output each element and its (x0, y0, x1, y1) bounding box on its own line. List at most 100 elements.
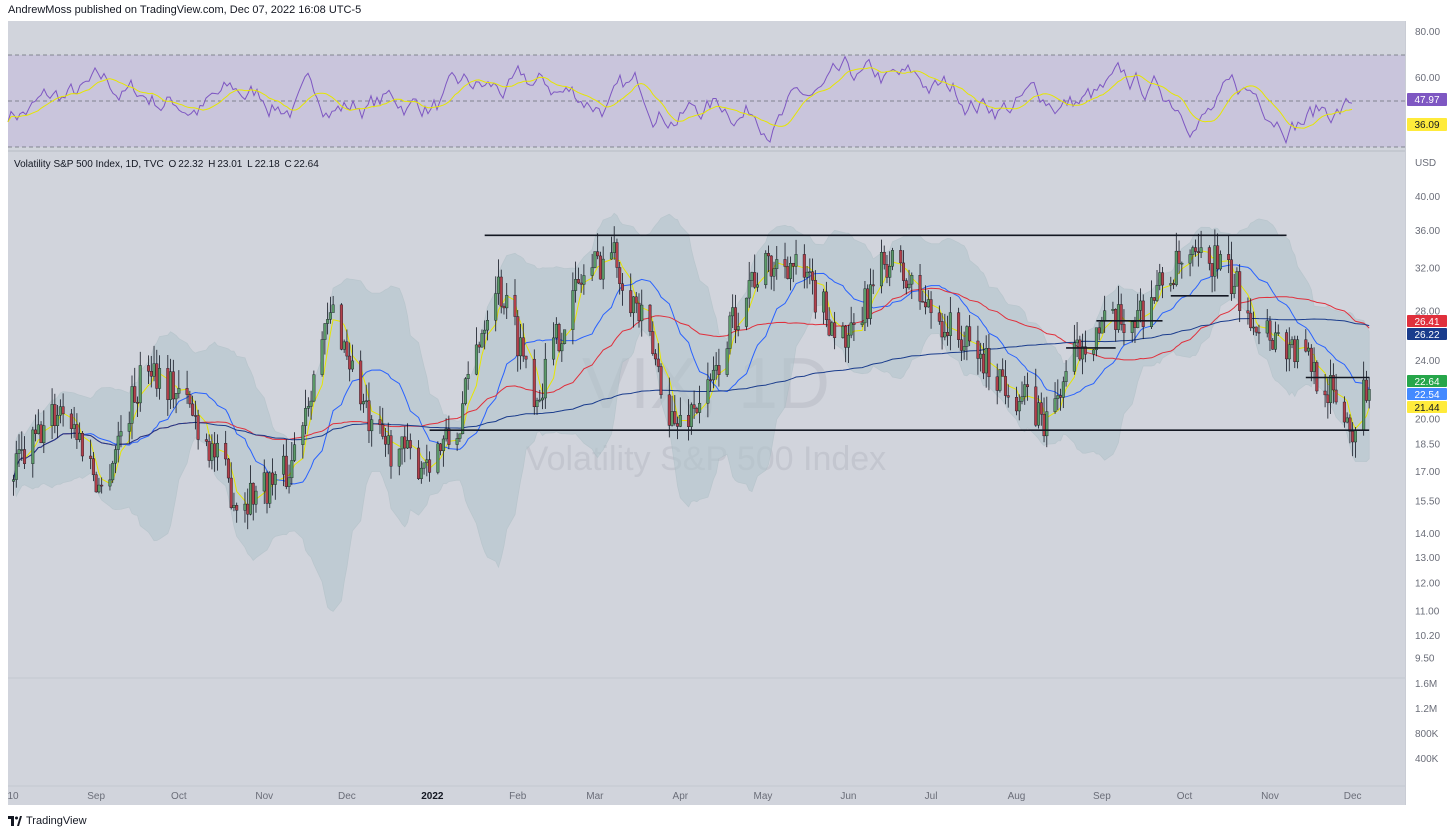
candle-body (833, 322, 837, 338)
candle-body (879, 252, 883, 287)
candle-body (904, 280, 908, 289)
price-last-value-box (1407, 375, 1447, 387)
candle (711, 356, 715, 389)
candle-body (1331, 375, 1335, 391)
candle (1304, 329, 1308, 353)
rsi-last-value: 36.09 (1407, 118, 1447, 131)
candle-body (744, 297, 748, 327)
candle-body (342, 341, 346, 350)
candle-body (89, 455, 93, 459)
candle-body (1130, 321, 1134, 333)
candle-body (1227, 254, 1231, 260)
candle-body (943, 332, 947, 338)
candle-body (1290, 339, 1294, 345)
candle-body (213, 443, 217, 458)
price-last-value-text: 21.44 (1414, 403, 1439, 414)
candle-body (629, 290, 633, 314)
candle-body (133, 386, 137, 403)
candle (100, 477, 104, 494)
candle (805, 265, 809, 289)
candle-body (1161, 272, 1165, 286)
candle-body (91, 458, 95, 475)
candle-body (1141, 300, 1145, 327)
candle-body (590, 267, 594, 276)
candle (480, 329, 484, 348)
candle (907, 269, 911, 290)
candle-body (345, 341, 349, 357)
candle-body (386, 435, 390, 445)
candle (345, 329, 349, 361)
candle-body (576, 279, 580, 284)
legend-close: 22.64 (293, 159, 319, 170)
candle-body (786, 266, 790, 279)
candle (811, 258, 815, 295)
price-last-value-text: 22.64 (1414, 377, 1439, 388)
candle (968, 315, 972, 347)
candle (976, 325, 980, 375)
candle-body (560, 343, 564, 352)
candle (177, 370, 181, 399)
candle (769, 255, 773, 290)
candle (1249, 298, 1253, 332)
candle-body (618, 267, 622, 284)
candle-body (455, 438, 459, 445)
candle (1238, 264, 1242, 323)
candle-body (111, 462, 115, 481)
candle-body (764, 253, 768, 286)
price-last-value: 26.22 (1407, 328, 1447, 341)
candle-body (1075, 339, 1079, 344)
price-last-value: 21.44 (1407, 401, 1447, 414)
candle (1177, 240, 1181, 274)
candle (888, 251, 892, 287)
candle-body (326, 319, 330, 324)
candle (882, 245, 886, 270)
candle (1039, 392, 1043, 426)
candle-body (1037, 402, 1041, 426)
legend-high-label: H (208, 159, 216, 170)
candle-body (474, 344, 478, 375)
candle (287, 464, 291, 494)
time-tick-label: Jun (840, 791, 856, 802)
candle (301, 422, 305, 459)
candle-body (717, 365, 721, 375)
candle-body (1232, 285, 1236, 294)
candle (852, 313, 856, 341)
candle-body (1251, 326, 1255, 329)
candle-body (678, 415, 682, 427)
candle-body (1304, 339, 1308, 352)
candle-body (284, 455, 288, 487)
candle-body (1229, 259, 1233, 294)
candle (849, 306, 853, 339)
candle-body (494, 293, 498, 321)
candle-body (946, 332, 950, 336)
candle-body (248, 482, 252, 515)
candle (1367, 376, 1371, 409)
candle-body (69, 413, 73, 429)
price-last-value-box (1407, 388, 1447, 400)
candle (538, 389, 542, 403)
candle-body (538, 399, 542, 402)
candle (733, 294, 737, 344)
candle (1334, 373, 1338, 405)
candle-body (863, 288, 867, 324)
time-tick-label: Dec (338, 791, 356, 802)
candle (618, 261, 622, 295)
candle (293, 432, 297, 463)
candle-body (755, 284, 759, 288)
candle (331, 295, 335, 313)
candle-body (868, 284, 872, 319)
candle-body (301, 425, 305, 445)
candle (1155, 269, 1159, 303)
ma-navy-line (13, 318, 1370, 480)
price-tick-label: 12.00 (1415, 579, 1440, 590)
candle-body (23, 449, 27, 464)
candle (108, 464, 112, 491)
candle (557, 322, 561, 353)
candle (1287, 327, 1291, 372)
price-tick-label: 17.00 (1415, 467, 1440, 478)
candle-body (1273, 332, 1277, 350)
candle-body (902, 262, 906, 281)
candle (1119, 293, 1123, 331)
candle (830, 320, 834, 336)
